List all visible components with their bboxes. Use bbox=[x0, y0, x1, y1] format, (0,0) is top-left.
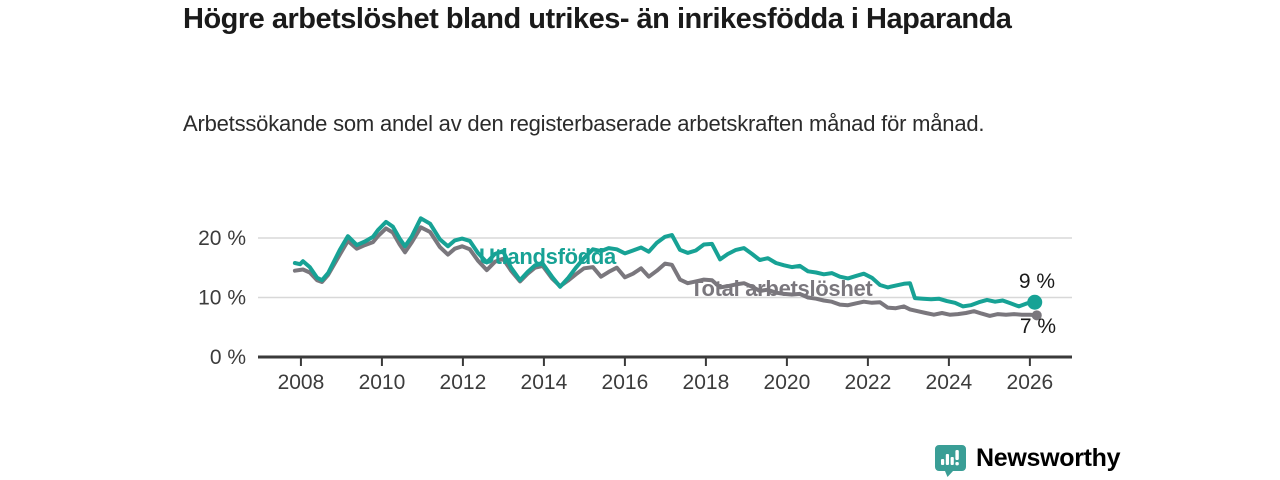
x-tick-label: 2014 bbox=[521, 371, 568, 394]
x-tick-label: 2010 bbox=[359, 371, 406, 394]
y-tick-label: 0 % bbox=[210, 346, 246, 369]
series-line-total-arbetsloshet bbox=[292, 225, 1039, 318]
x-tick-label: 2018 bbox=[683, 371, 730, 394]
newsworthy-logo-text: Newsworthy bbox=[976, 443, 1121, 472]
chart-title: Högre arbetslöshet bland utrikes- än inr… bbox=[183, 3, 1012, 35]
series-end-dot-utlandsfodda bbox=[1027, 294, 1043, 310]
chart-subtitle: Arbetssökande som andel av den registerb… bbox=[183, 111, 985, 136]
newsworthy-logo: Newsworthy bbox=[934, 443, 1121, 478]
x-tick-label: 2016 bbox=[602, 371, 649, 394]
x-tick-label: 2012 bbox=[440, 371, 487, 394]
x-tick-label: 2020 bbox=[764, 371, 811, 394]
series-label-utlandsfodda: Utlandsfödda bbox=[479, 244, 617, 269]
series-end-value-utlandsfodda: 9 % bbox=[1019, 270, 1055, 293]
series-end-value-total-arbetsloshet: 7 % bbox=[1020, 315, 1056, 338]
series-label-total-arbetsloshet: Total arbetslöshet bbox=[690, 276, 873, 301]
series-end-dot-total-arbetsloshet bbox=[1031, 310, 1042, 321]
x-tick-label: 2024 bbox=[926, 371, 973, 394]
y-tick-label: 10 % bbox=[198, 286, 246, 309]
x-tick-label: 2008 bbox=[278, 371, 325, 394]
series-line-utlandsfodda bbox=[292, 216, 1037, 309]
bar-chart-speech-bubble-icon bbox=[935, 445, 966, 477]
x-tick-label: 2022 bbox=[845, 371, 892, 394]
x-tick-label: 2026 bbox=[1007, 371, 1054, 394]
y-tick-label: 20 % bbox=[198, 227, 246, 250]
